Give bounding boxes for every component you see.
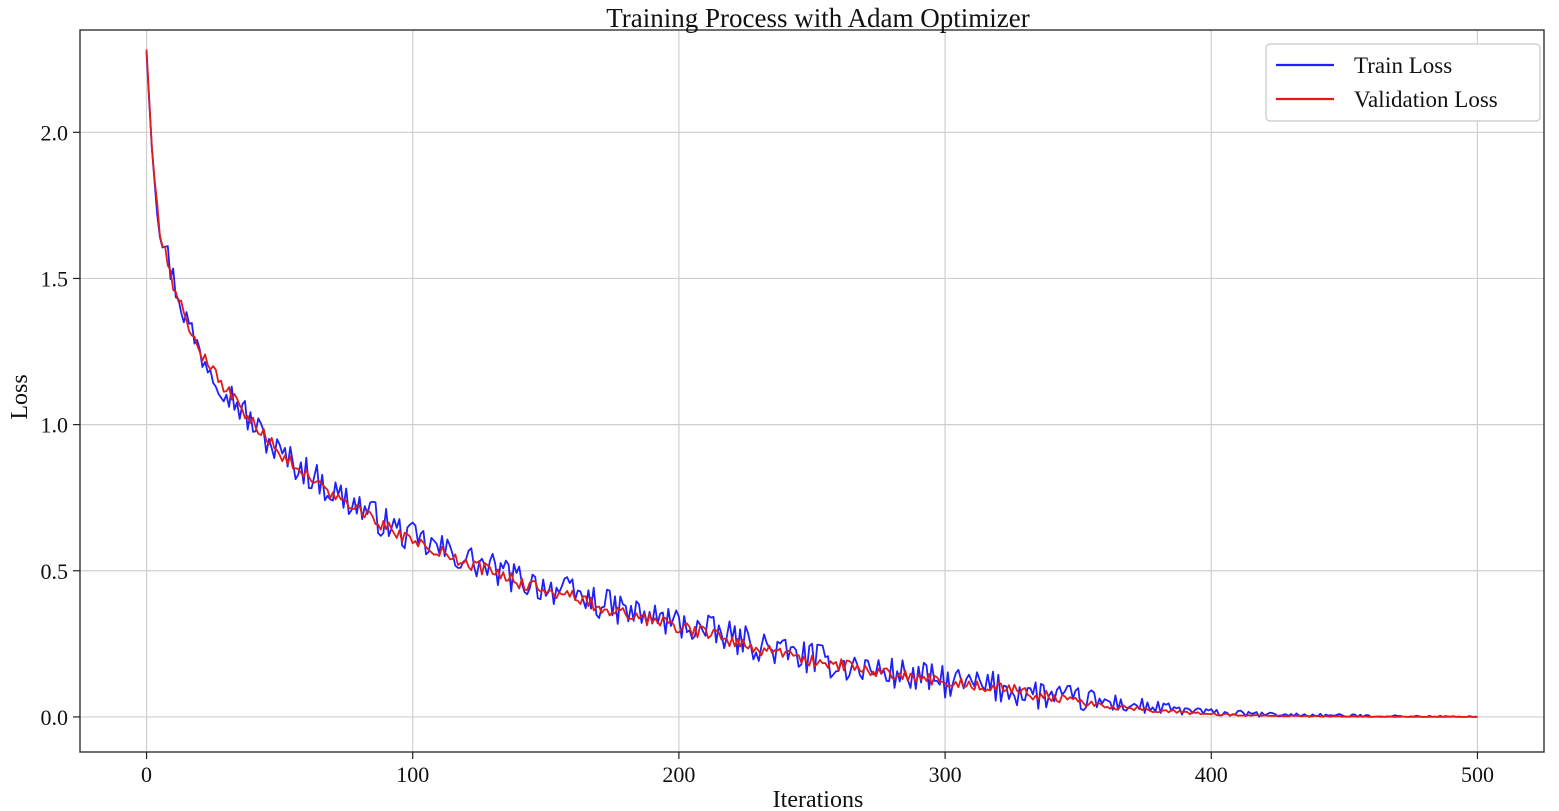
y-axis-label: Loss [7, 374, 33, 419]
series-line-train-loss [145, 51, 1478, 718]
series-lines [145, 49, 1478, 718]
x-tick-label: 0 [141, 762, 152, 787]
grid [80, 30, 1544, 752]
y-tick-label: 1.0 [41, 413, 69, 438]
x-tick-label: 400 [1195, 762, 1228, 787]
plot-frame [79, 29, 1545, 753]
y-tick-label: 2.0 [41, 120, 69, 145]
y-tick-label: 1.5 [41, 266, 69, 291]
x-axis-label: Iterations [773, 787, 864, 811]
axis-ticks: 0 100 200 300 400 500 0.0 0.5 1.0 1.5 2.0 [41, 120, 1494, 787]
x-tick-label: 100 [396, 762, 429, 787]
legend-label-validation-loss: Validation Loss [1354, 87, 1498, 112]
series-line-validation-loss [145, 49, 1478, 718]
legend-box [1265, 43, 1541, 122]
legend: Train Loss Validation Loss [1265, 43, 1541, 122]
x-tick-label: 500 [1461, 762, 1494, 787]
chart-title: Training Process with Adam Optimizer [606, 3, 1029, 33]
y-tick-label: 0.5 [41, 559, 69, 584]
x-tick-label: 200 [662, 762, 695, 787]
y-tick-label: 0.0 [41, 705, 69, 730]
legend-label-train-loss: Train Loss [1354, 53, 1452, 78]
x-tick-label: 300 [929, 762, 962, 787]
